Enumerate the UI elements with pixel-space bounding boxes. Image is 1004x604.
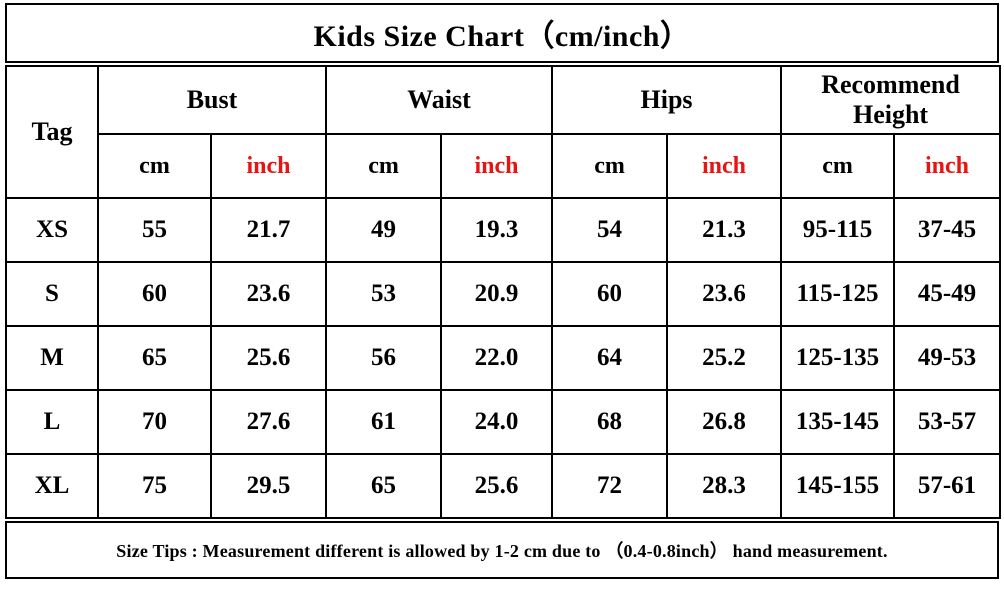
size-chart-sheet: Kids Size Chart（cm/inch） Tag Bust Waist … [5,3,1002,579]
waist-cm-header: cm [325,133,443,199]
page-title: Kids Size Chart（cm/inch） [313,20,691,53]
size-row-m: M 65 25.6 56 22.0 64 25.2 125-135 49-53 [5,325,1002,391]
size-tag-cell: XL [5,453,99,519]
size-tag-cell: L [5,389,99,455]
hips-cm-cell: 72 [551,453,669,519]
waist-inch-cell: 22.0 [440,325,554,391]
bust-inch-cell: 29.5 [209,453,328,519]
recommend-height-cm-cell: 95-115 [780,197,896,263]
bust-cm-cell: 70 [97,389,212,455]
recommend-height-inch-cell: 37-45 [893,197,1002,263]
bust-inch-cell: 25.6 [209,325,328,391]
size-row-xl: XL 75 29.5 65 25.6 72 28.3 145-155 57-61 [5,453,1002,519]
hips-inch-cell: 23.6 [666,261,783,327]
recommend-height-cm-header: cm [780,133,896,199]
waist-inch-header: inch [440,133,554,199]
recommend-height-inch-cell: 53-57 [893,389,1002,455]
size-row-xs: XS 55 21.7 49 19.3 54 21.3 95-115 37-45 [5,197,1002,263]
unit-header-row: cm inch cm inch cm inch cm inch [6,133,1002,199]
bust-cm-cell: 60 [97,261,212,327]
size-table: Tag Bust Waist Hips Recommend Height cm … [5,65,1002,519]
hips-inch-cell: 28.3 [666,453,783,519]
group-header-waist: Waist [325,65,554,135]
tag-column-header: Tag [5,65,99,199]
waist-inch-cell: 25.6 [440,453,554,519]
hips-inch-cell: 21.3 [666,197,783,263]
waist-cm-cell: 61 [325,389,443,455]
recommend-height-inch-cell: 49-53 [893,325,1002,391]
hips-cm-header: cm [551,133,669,199]
bust-inch-cell: 23.6 [209,261,328,327]
bust-cm-cell: 75 [97,453,212,519]
bust-inch-cell: 27.6 [209,389,328,455]
bust-cm-cell: 65 [97,325,212,391]
size-tips-bar: Size Tips : Measurement different is all… [5,521,999,579]
hips-inch-cell: 26.8 [666,389,783,455]
hips-inch-cell: 25.2 [666,325,783,391]
group-header-hips: Hips [551,65,783,135]
recommend-height-cm-cell: 135-145 [780,389,896,455]
group-header-recommend-height: Recommend Height [780,65,1002,135]
waist-inch-cell: 19.3 [440,197,554,263]
recommend-height-cm-cell: 115-125 [780,261,896,327]
bust-inch-header: inch [209,133,328,199]
group-header-row: Tag Bust Waist Hips Recommend Height [5,65,1002,199]
size-tag-cell: XS [5,197,99,263]
bust-cm-header: cm [97,133,212,199]
size-tag-cell: M [5,325,99,391]
recommend-height-cm-cell: 145-155 [780,453,896,519]
size-tag-cell: S [5,261,99,327]
recommend-height-cm-cell: 125-135 [780,325,896,391]
recommend-height-inch-header: inch [893,133,1002,199]
waist-inch-cell: 24.0 [440,389,554,455]
waist-cm-cell: 53 [325,261,443,327]
title-bar: Kids Size Chart（cm/inch） [5,3,999,63]
size-row-l: L 70 27.6 61 24.0 68 26.8 135-145 53-57 [5,389,1002,455]
recommend-height-inch-cell: 57-61 [893,453,1002,519]
size-row-s: S 60 23.6 53 20.9 60 23.6 115-125 45-49 [5,261,1002,327]
waist-cm-cell: 56 [325,325,443,391]
waist-cm-cell: 65 [325,453,443,519]
hips-cm-cell: 54 [551,197,669,263]
hips-cm-cell: 60 [551,261,669,327]
hips-cm-cell: 68 [551,389,669,455]
bust-inch-cell: 21.7 [209,197,328,263]
group-header-bust: Bust [96,65,328,135]
size-tips-text: Size Tips : Measurement different is all… [116,541,888,561]
hips-cm-cell: 64 [551,325,669,391]
waist-inch-cell: 20.9 [440,261,554,327]
hips-inch-header: inch [666,133,783,199]
bust-cm-cell: 55 [97,197,212,263]
recommend-height-inch-cell: 45-49 [893,261,1002,327]
waist-cm-cell: 49 [325,197,443,263]
